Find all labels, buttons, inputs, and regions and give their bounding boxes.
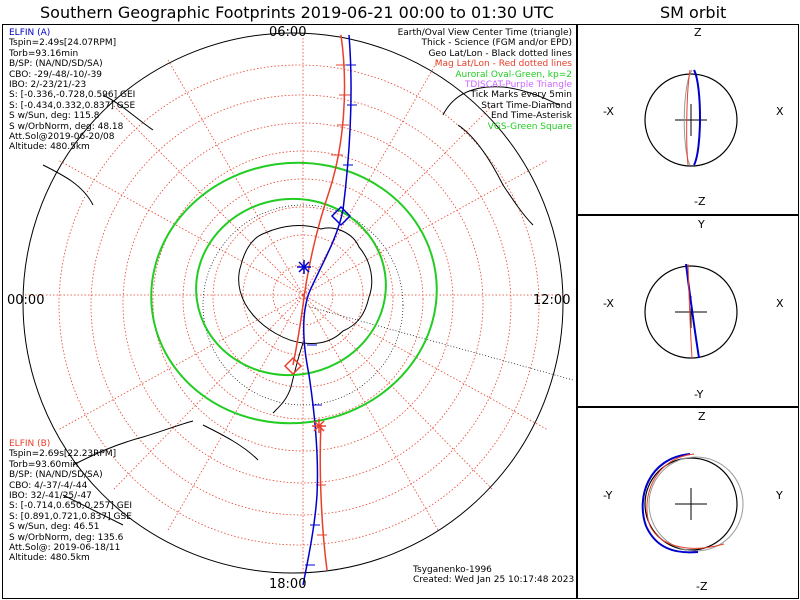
elfin-b-line: B/SP: (NA/ND/SD/SA) <box>9 470 103 481</box>
sm-yz-elfin-b <box>646 453 725 549</box>
elfin-a-line: S w/Sun, deg: 115.8 <box>9 111 100 122</box>
legend: Earth/Oval View Center Time (triangle) T… <box>398 28 572 132</box>
elfin-a-line: Altitude: 480.5km <box>9 142 90 153</box>
legend-item: TDISCAT-Purple Triangle <box>464 80 572 91</box>
elfin-a-line: S: [-0.336,-0.728,0.596] GEI <box>9 90 136 101</box>
sm-axis-label: Y <box>776 489 783 502</box>
legend-item: Mag Lat/Lon - Red dotted lines <box>434 59 572 70</box>
sm-xz-svg <box>644 69 738 167</box>
elfin-a-track <box>302 34 357 586</box>
geo-grid <box>202 204 574 406</box>
time-label-left: 00:00 <box>7 293 45 308</box>
elfin-b-start-diamond <box>283 356 303 376</box>
elfin-a-end-asterisk <box>297 260 311 274</box>
page-title: Southern Geographic Footprints 2019-06-2… <box>40 3 554 22</box>
elfin-a-line: S w/OrbNorm, deg: 48.18 <box>9 121 124 132</box>
created-timestamp: Created: Wed Jan 25 10:17:48 2023 <box>413 575 575 586</box>
legend-item: Start Time-Diamond <box>481 100 572 111</box>
sm-axis-label: -Y <box>603 489 613 502</box>
map-boundary <box>22 32 564 574</box>
time-label-top: 06:00 <box>269 25 307 40</box>
polar-map-svg <box>22 32 574 586</box>
elfin-b-line: S: [0.891,0.721,0.837] GSE <box>9 511 132 522</box>
polar-footprint-map: 06:00 00:00 12:00 18:00 ELFIN (A) Tspin=… <box>2 24 577 599</box>
sm-axis-label: X <box>776 297 784 310</box>
elfin-a-line: S: [-0.434,0.332,0.837] GSE <box>9 100 136 111</box>
coastlines <box>42 86 560 526</box>
elfin-b-line: Tspin=2.69s[22.23RPM] <box>9 449 117 460</box>
legend-item: VGS-Green Square <box>487 121 572 132</box>
sm-xy-elfin-b <box>687 263 693 359</box>
sm-axis-label: X <box>776 105 784 118</box>
elfin-a-line: Tspin=2.49s[24.07RPM] <box>9 38 117 49</box>
time-label-bottom: 18:00 <box>269 577 307 592</box>
sm-axis-label: Z <box>698 410 706 423</box>
legend-item: Earth/Oval View Center Time (triangle) <box>397 28 572 38</box>
sm-orbit-xy-panel: Y -Y -X X <box>577 215 799 407</box>
elfin-a-line: CBO: -29/-48/-10/-39 <box>9 69 103 80</box>
sm-axis-label: Z <box>694 26 702 39</box>
elfin-a-info: ELFIN (A) Tspin=2.49s[24.07RPM] Torb=93.… <box>9 28 135 153</box>
sm-axis-label: -Y <box>694 388 704 401</box>
sm-orbit-yz-panel: Z -Z -Y Y <box>577 407 799 599</box>
sm-xz-elfin-b <box>686 69 691 166</box>
sm-axis-label: -X <box>603 105 614 118</box>
time-label-right: 12:00 <box>533 293 571 308</box>
elfin-b-track <box>292 34 351 571</box>
model-label: Tsyganenko-1996 <box>413 565 492 575</box>
sm-axis-label: Y <box>698 218 705 231</box>
auroral-oval <box>150 161 438 425</box>
sm-xz-elfin-a <box>693 69 701 166</box>
sm-axis-label: -X <box>603 297 614 310</box>
elfin-b-title: ELFIN (B) <box>9 439 51 449</box>
elfin-a-line: IBO: 2/-23/21/-23 <box>9 80 87 91</box>
sm-yz-svg <box>641 453 744 554</box>
sm-axis-label: -Z <box>694 195 706 208</box>
elfin-a-title: ELFIN (A) <box>9 28 51 38</box>
sm-xy-elfin-a <box>685 263 700 359</box>
elfin-a-line: B/SP: (NA/ND/SD/SA) <box>9 59 103 70</box>
elfin-b-line: S w/OrbNorm, deg: 135.6 <box>9 532 124 543</box>
elfin-a-line: Torb=93.16min <box>9 48 79 59</box>
legend-item: Tick Marks every 5min <box>470 90 572 101</box>
footer-info: Tsyganenko-1996 Created: Wed Jan 25 10:1… <box>413 565 574 586</box>
elfin-b-line: Altitude: 480.5km <box>9 553 90 564</box>
sm-yz-elfin-a <box>641 453 699 554</box>
elfin-b-end-asterisk <box>312 419 326 433</box>
sm-orbit-title: SM orbit <box>660 3 727 22</box>
elfin-b-line: S: [-0.714,0.650,0.257] GEI <box>9 501 133 512</box>
elfin-b-line: IBO: 32/-41/25/-47 <box>9 491 92 502</box>
legend-item: Auroral Oval-Green, kp=2 <box>455 69 572 80</box>
elfin-b-line: S w/Sun, deg: 46.51 <box>9 522 100 533</box>
elfin-b-line: Torb=93.60min <box>9 459 79 470</box>
legend-item: Geo Lat/Lon - Black dotted lines <box>428 48 572 59</box>
elfin-b-line: CBO: 4/-37/-4/-44 <box>9 480 88 491</box>
sm-axis-label: -Z <box>696 580 708 593</box>
sm-orbit-xz-panel: Z -Z -X X <box>577 24 799 215</box>
elfin-a-start-diamond <box>330 205 352 227</box>
legend-item: Thick - Science (FGM and/or EPD) <box>421 38 572 49</box>
sm-xy-svg <box>644 263 738 359</box>
elfin-b-info: ELFIN (B) Tspin=2.69s[22.23RPM] Torb=93.… <box>9 439 132 564</box>
legend-item: End Time-Asterisk <box>490 111 572 122</box>
elfin-b-line: Att.Sol@: 2019-06-18/11 <box>9 543 121 554</box>
elfin-a-line: Att.Sol@2019-06-20/08 <box>9 132 115 143</box>
